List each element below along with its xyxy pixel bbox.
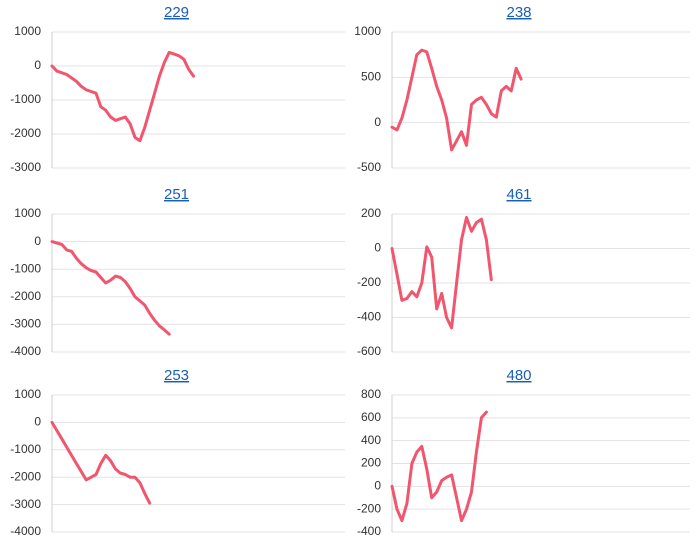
data-line [50, 420, 152, 505]
y-tick-label: 0 [374, 479, 381, 493]
y-tick-label: -2000 [10, 126, 41, 140]
y-tick-label: -2000 [10, 289, 41, 303]
data-line [50, 50, 196, 143]
y-tick-label: 500 [361, 70, 381, 84]
y-tick-label: 600 [361, 410, 381, 424]
data-line [50, 240, 171, 336]
chart-title[interactable]: 229 [164, 4, 189, 21]
y-tick-label: 0 [374, 115, 381, 129]
y-tick-label: -500 [357, 160, 381, 174]
y-tick-label: -1000 [10, 261, 41, 275]
y-tick-label: -3000 [10, 160, 41, 174]
y-tick-label: -1000 [10, 442, 41, 456]
data-line [390, 216, 493, 330]
y-tick-label: -2000 [10, 469, 41, 483]
y-tick-label: 0 [34, 58, 41, 72]
y-tick-label: -200 [357, 501, 381, 515]
y-tick-label: 800 [361, 387, 381, 401]
y-tick-label: -600 [357, 344, 381, 358]
y-tick-label: -3000 [10, 317, 41, 331]
y-tick-label: -3000 [10, 497, 41, 511]
y-tick-label: -200 [357, 275, 381, 289]
y-tick-label: 200 [361, 206, 381, 220]
chart-title[interactable]: 251 [164, 186, 189, 203]
y-tick-label: 200 [361, 456, 381, 470]
y-tick-label: 400 [361, 433, 381, 447]
y-tick-label: -400 [357, 310, 381, 324]
y-tick-label: -4000 [10, 344, 41, 358]
data-line [390, 410, 488, 523]
y-tick-label: 0 [374, 241, 381, 255]
y-tick-label: 1000 [14, 387, 41, 401]
y-tick-label: 0 [34, 234, 41, 248]
chart-title[interactable]: 480 [506, 367, 531, 384]
y-tick-label: 0 [34, 415, 41, 429]
y-tick-label: 1000 [14, 24, 41, 38]
y-tick-label: 1000 [354, 24, 381, 38]
chart-title[interactable]: 461 [506, 186, 531, 203]
y-tick-label: -400 [357, 524, 381, 538]
y-tick-label: 1000 [14, 206, 41, 220]
y-tick-label: -1000 [10, 92, 41, 106]
y-tick-label: -4000 [10, 524, 41, 538]
chart-title[interactable]: 253 [164, 367, 189, 384]
data-line [390, 48, 523, 152]
chart-title[interactable]: 238 [506, 4, 531, 21]
